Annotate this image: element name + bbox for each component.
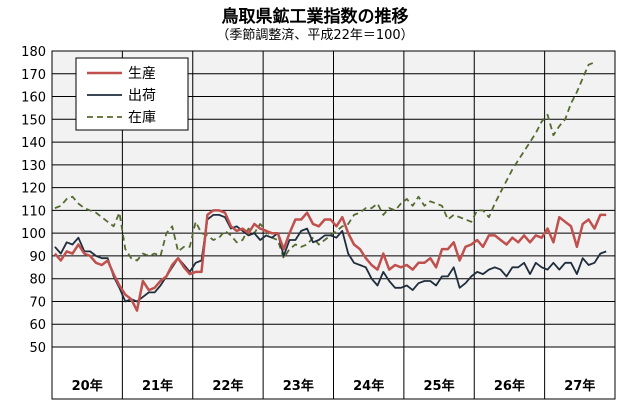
series-lines — [53, 61, 607, 312]
x-tick-label: 26年 — [494, 378, 525, 394]
series-line-出荷 — [54, 213, 607, 303]
x-tick-label: 20年 — [72, 378, 103, 394]
y-tick-label: 70 — [29, 295, 46, 310]
x-tick-label: 21年 — [142, 378, 173, 394]
x-tick-label: 22年 — [212, 378, 243, 394]
y-tick-label: 120 — [21, 182, 46, 197]
x-tick-label: 23年 — [283, 378, 314, 394]
legend-box — [75, 57, 189, 131]
plot-border — [51, 50, 616, 400]
y-tick-label: 100 — [21, 227, 46, 242]
y-tick-label: 140 — [21, 136, 46, 151]
y-tick-label: 170 — [21, 68, 46, 83]
y-tick-label: 90 — [29, 250, 46, 265]
y-tick-label: 110 — [21, 204, 46, 219]
x-tick-label: 25年 — [424, 378, 455, 394]
y-axis-tick-labels: 50 60 70 80 90 100 110 120 130 140 150 160 170 180 — [21, 45, 46, 356]
y-tick-label: 150 — [21, 113, 46, 128]
x-tick-label: 27年 — [564, 378, 595, 394]
legend-label: 出荷 — [128, 88, 156, 104]
y-tick-label: 130 — [21, 159, 46, 174]
x-axis: 20年 21年 22年 23年 24年 25年 26年 27年 — [72, 51, 595, 399]
x-tick-label: 24年 — [353, 378, 384, 394]
legend-label: 生産 — [128, 66, 156, 82]
series-line-在庫 — [54, 61, 595, 262]
chart-title: 鳥取県鉱工業指数の推移 — [221, 7, 409, 27]
legend-label: 在庫 — [128, 109, 156, 126]
chart-subtitle: （季節調整済、平成22年＝100） — [216, 28, 414, 43]
y-tick-label: 60 — [29, 318, 46, 333]
y-tick-label: 80 — [29, 273, 46, 288]
series-line-生産 — [53, 209, 607, 312]
y-tick-label: 180 — [21, 45, 46, 60]
y-tick-label: 160 — [21, 91, 46, 106]
y-tick-label: 50 — [29, 341, 46, 356]
